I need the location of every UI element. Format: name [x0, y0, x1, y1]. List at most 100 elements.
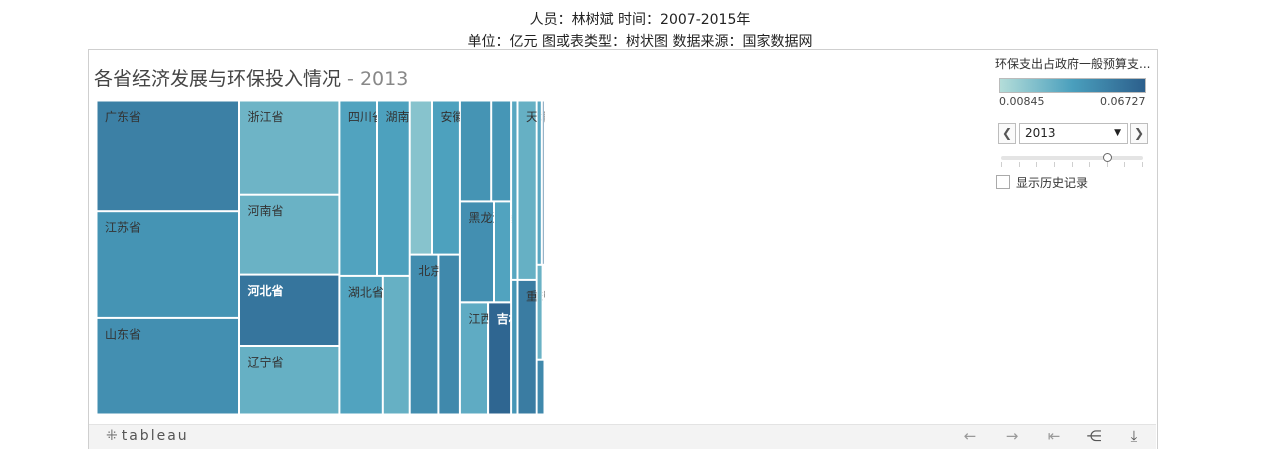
treemap-tile[interactable]: 河南省 [239, 194, 340, 275]
treemap-tile-rect[interactable] [491, 101, 512, 202]
treemap-tile[interactable] [542, 264, 545, 360]
treemap-tile[interactable]: 河北省 [239, 274, 340, 347]
treemap-tile-rect[interactable] [339, 101, 377, 276]
treemap-tile[interactable] [438, 254, 460, 415]
treemap-tile-rect[interactable] [459, 101, 492, 202]
legend-color-ramp [999, 78, 1146, 93]
tableau-logo-text: tableau [121, 428, 189, 444]
treemap-tile[interactable] [382, 275, 410, 415]
legend-max: 0.06727 [1100, 95, 1146, 108]
treemap-tile-label: 四川省 [348, 110, 384, 124]
treemap-tile-label: 江苏省 [105, 221, 141, 235]
slider-tick [1054, 162, 1055, 167]
slider-tick [1001, 162, 1002, 167]
treemap-tile[interactable]: 黑龙江省 [459, 201, 516, 303]
treemap-tile[interactable] [409, 101, 433, 255]
treemap-tile-rect[interactable] [438, 254, 460, 415]
treemap-tile-rect[interactable] [97, 317, 239, 415]
year-select[interactable]: 2013 ▼ [1019, 123, 1128, 144]
treemap-tile-rect[interactable] [409, 101, 433, 255]
treemap-tile[interactable]: 山东省 [97, 317, 239, 415]
slider-tick [1089, 162, 1090, 167]
slider-tick [1142, 162, 1143, 167]
treemap-tile[interactable]: 江苏省 [97, 211, 239, 318]
undo-icon[interactable]: ← [963, 427, 977, 445]
treemap-tile[interactable] [536, 101, 542, 265]
treemap-tile[interactable] [491, 101, 512, 202]
treemap-tile-rect[interactable] [517, 279, 537, 415]
legend-title: 环保支出占政府一般预算支... [995, 57, 1151, 71]
year-slider-handle[interactable] [1103, 153, 1112, 162]
treemap-tile[interactable] [511, 101, 518, 280]
treemap-tile[interactable] [511, 279, 518, 415]
toolbar-footer [89, 424, 1156, 449]
treemap-tile-rect[interactable] [511, 279, 518, 415]
treemap-tile-label: 山东省 [105, 327, 141, 341]
previous-year-button[interactable]: ❮ [998, 123, 1016, 144]
treemap-tile-rect[interactable] [97, 211, 239, 318]
treemap-tile-rect[interactable] [536, 264, 543, 360]
slider-tick [1072, 162, 1073, 167]
show-history-label: 显示历史记录 [1016, 176, 1089, 190]
treemap-tile[interactable]: 湖北省 [339, 275, 384, 415]
treemap-tile-rect[interactable] [536, 101, 542, 265]
redo-icon[interactable]: → [1005, 427, 1019, 445]
year-slider[interactable] [1001, 156, 1143, 160]
caption-line-2: 单位：亿元 图或表类型：树状图 数据来源：国家数据网 [467, 34, 813, 50]
treemap-tile-rect[interactable] [536, 359, 545, 415]
dashboard-title-separator: - [341, 68, 360, 90]
treemap-tile[interactable]: 湖南省 [377, 101, 422, 276]
treemap-tile[interactable] [541, 101, 545, 265]
treemap-tile-rect[interactable] [459, 201, 494, 303]
treemap-tile-label: 河南省 [248, 203, 284, 218]
treemap-tile[interactable] [536, 359, 545, 415]
revert-icon[interactable]: ⇤ [1047, 427, 1061, 445]
treemap-tile-label: 河北省 [247, 283, 284, 298]
treemap-tile-rect[interactable] [377, 101, 410, 276]
treemap-tile-rect[interactable] [339, 275, 383, 415]
tableau-logo-icon: ⁜ [106, 428, 118, 444]
treemap-tile-rect[interactable] [459, 302, 488, 415]
dashboard-title-text: 各省经济发展与环保投入情况 [94, 68, 342, 90]
treemap-tile-rect[interactable] [494, 201, 511, 303]
treemap-tile-rect[interactable] [239, 274, 340, 347]
treemap-tile-rect[interactable] [382, 275, 410, 415]
treemap-tile-label: 浙江省 [248, 110, 284, 124]
slider-tick [1124, 162, 1125, 167]
treemap-tile[interactable] [536, 264, 543, 360]
slider-tick [1107, 162, 1108, 167]
treemap-tile-rect[interactable] [239, 194, 340, 275]
treemap-tile[interactable]: 浙江省 [239, 101, 340, 195]
treemap-tile[interactable]: 四川省 [339, 101, 384, 276]
show-history-toggle[interactable]: 显示历史记录 [996, 174, 1088, 191]
treemap-tile-rect[interactable] [409, 254, 439, 415]
next-year-button[interactable]: ❯ [1130, 123, 1148, 144]
treemap-tile[interactable]: 辽宁省 [239, 346, 340, 415]
dashboard-title-year: 2013 [359, 68, 409, 90]
treemap-tile-rect[interactable] [511, 101, 518, 280]
year-slider-ticks [1001, 162, 1143, 167]
dashboard-title: 各省经济发展与环保投入情况 - 2013 [94, 64, 408, 91]
treemap-tile-rect[interactable] [239, 346, 340, 415]
show-history-checkbox[interactable] [996, 175, 1010, 189]
treemap-tile[interactable]: 重庆市 [517, 279, 545, 415]
treemap-tile[interactable] [494, 201, 511, 303]
treemap-tile-rect[interactable] [542, 264, 545, 360]
treemap-tile[interactable]: 广东省 [97, 101, 239, 212]
chevron-left-icon: ❮ [1001, 126, 1013, 140]
treemap-tile[interactable] [459, 101, 492, 202]
caption-line-1: 人员：林树斌 时间：2007-2015年 [529, 12, 751, 28]
treemap-tile-rect[interactable] [517, 101, 537, 280]
caret-down-icon: ▼ [1114, 128, 1121, 138]
treemap-tile-rect[interactable] [541, 101, 545, 265]
slider-tick [1036, 162, 1037, 167]
treemap-tile-rect[interactable] [488, 302, 512, 415]
treemap-tile-label: 辽宁省 [248, 355, 284, 370]
share-icon[interactable]: ⋲ [1086, 427, 1102, 445]
treemap-tile-rect[interactable] [432, 101, 460, 255]
download-icon[interactable]: ⤓ [1130, 427, 1138, 445]
treemap-tile-rect[interactable] [97, 101, 239, 212]
tableau-logo[interactable]: ⁜ tableau [106, 428, 189, 444]
treemap-tile-rect[interactable] [239, 101, 340, 195]
